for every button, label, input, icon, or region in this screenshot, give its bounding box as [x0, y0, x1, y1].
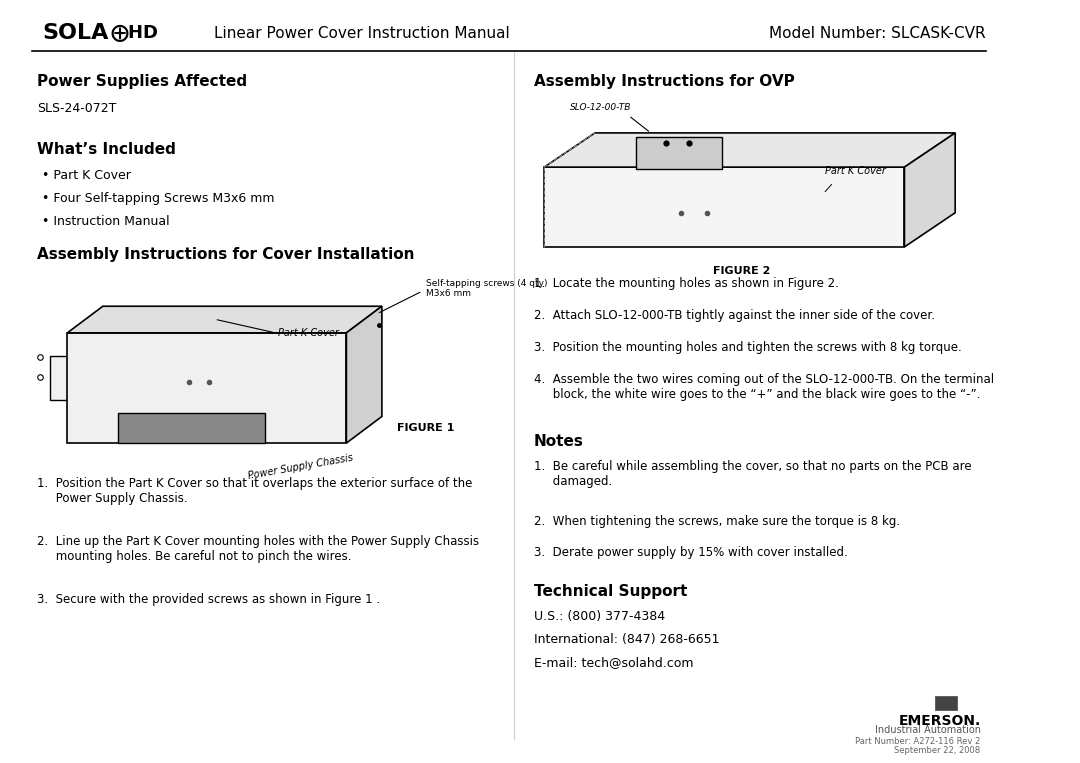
Text: U.S.: (800) 377-4384: U.S.: (800) 377-4384: [535, 610, 665, 623]
Text: 1.  Be careful while assembling the cover, so that no parts on the PCB are
     : 1. Be careful while assembling the cover…: [535, 460, 972, 488]
Text: Notes: Notes: [535, 434, 584, 449]
Text: 2.  Line up the Part K Cover mounting holes with the Power Supply Chassis
     m: 2. Line up the Part K Cover mounting hol…: [37, 535, 480, 563]
Text: 3.  Position the mounting holes and tighten the screws with 8 kg torque.: 3. Position the mounting holes and tight…: [535, 341, 962, 354]
FancyBboxPatch shape: [544, 167, 904, 247]
Polygon shape: [118, 413, 266, 443]
Text: Assembly Instructions for OVP: Assembly Instructions for OVP: [535, 73, 795, 89]
Text: EMERSON.: EMERSON.: [899, 714, 981, 729]
Polygon shape: [904, 133, 955, 247]
Text: 3.  Derate power supply by 15% with cover installed.: 3. Derate power supply by 15% with cover…: [535, 546, 848, 559]
Text: September 22, 2008: September 22, 2008: [894, 746, 981, 755]
Text: 2.  Attach SLO-12-000-TB tightly against the inner side of the cover.: 2. Attach SLO-12-000-TB tightly against …: [535, 309, 935, 322]
Text: SLO-12-00-TB: SLO-12-00-TB: [569, 103, 631, 112]
FancyBboxPatch shape: [635, 137, 721, 169]
Text: Self-tapping screws (4 qty)
M3x6 mm: Self-tapping screws (4 qty) M3x6 mm: [426, 279, 548, 298]
Polygon shape: [67, 306, 382, 333]
Polygon shape: [347, 306, 382, 443]
Text: What’s Included: What’s Included: [37, 142, 176, 157]
Text: International: (847) 268-6651: International: (847) 268-6651: [535, 633, 719, 646]
FancyBboxPatch shape: [935, 696, 957, 710]
Text: • Four Self-tapping Screws M3x6 mm: • Four Self-tapping Screws M3x6 mm: [42, 192, 274, 205]
FancyBboxPatch shape: [67, 333, 347, 443]
Text: Power Supply Chassis: Power Supply Chassis: [247, 453, 354, 481]
Text: Industrial Automation: Industrial Automation: [875, 725, 981, 735]
Text: 2.  When tightening the screws, make sure the torque is 8 kg.: 2. When tightening the screws, make sure…: [535, 514, 901, 527]
Text: 1.  Locate the mounting holes as shown in Figure 2.: 1. Locate the mounting holes as shown in…: [535, 277, 839, 291]
Text: 4.  Assemble the two wires coming out of the SLO-12-000-TB. On the terminal
    : 4. Assemble the two wires coming out of …: [535, 373, 995, 401]
Text: ⨁HD: ⨁HD: [111, 24, 159, 42]
Text: Power Supplies Affected: Power Supplies Affected: [37, 73, 247, 89]
FancyBboxPatch shape: [50, 356, 68, 400]
Text: SLS-24-072T: SLS-24-072T: [37, 102, 117, 115]
Text: Part K Cover: Part K Cover: [279, 328, 339, 338]
Text: • Instruction Manual: • Instruction Manual: [42, 215, 170, 228]
Text: 3.  Secure with the provided screws as shown in Figure 1 .: 3. Secure with the provided screws as sh…: [37, 593, 380, 606]
Text: Linear Power Cover Instruction Manual: Linear Power Cover Instruction Manual: [215, 26, 510, 40]
Text: • Part K Cover: • Part K Cover: [42, 169, 131, 182]
Text: Technical Support: Technical Support: [535, 584, 688, 600]
Text: SOLA: SOLA: [42, 24, 108, 43]
Text: Model Number: SLCASK-CVR: Model Number: SLCASK-CVR: [769, 26, 986, 40]
Text: FIGURE 1: FIGURE 1: [397, 423, 455, 433]
Text: Part Number: A272-116 Rev 2: Part Number: A272-116 Rev 2: [855, 737, 981, 746]
Text: Part K Cover: Part K Cover: [825, 166, 887, 176]
Text: Assembly Instructions for Cover Installation: Assembly Instructions for Cover Installa…: [37, 247, 415, 262]
Text: E-mail: tech@solahd.com: E-mail: tech@solahd.com: [535, 656, 693, 669]
Text: 1.  Position the Part K Cover so that it overlaps the exterior surface of the
  : 1. Position the Part K Cover so that it …: [37, 478, 472, 505]
Polygon shape: [544, 133, 955, 167]
Text: FIGURE 2: FIGURE 2: [714, 266, 771, 276]
